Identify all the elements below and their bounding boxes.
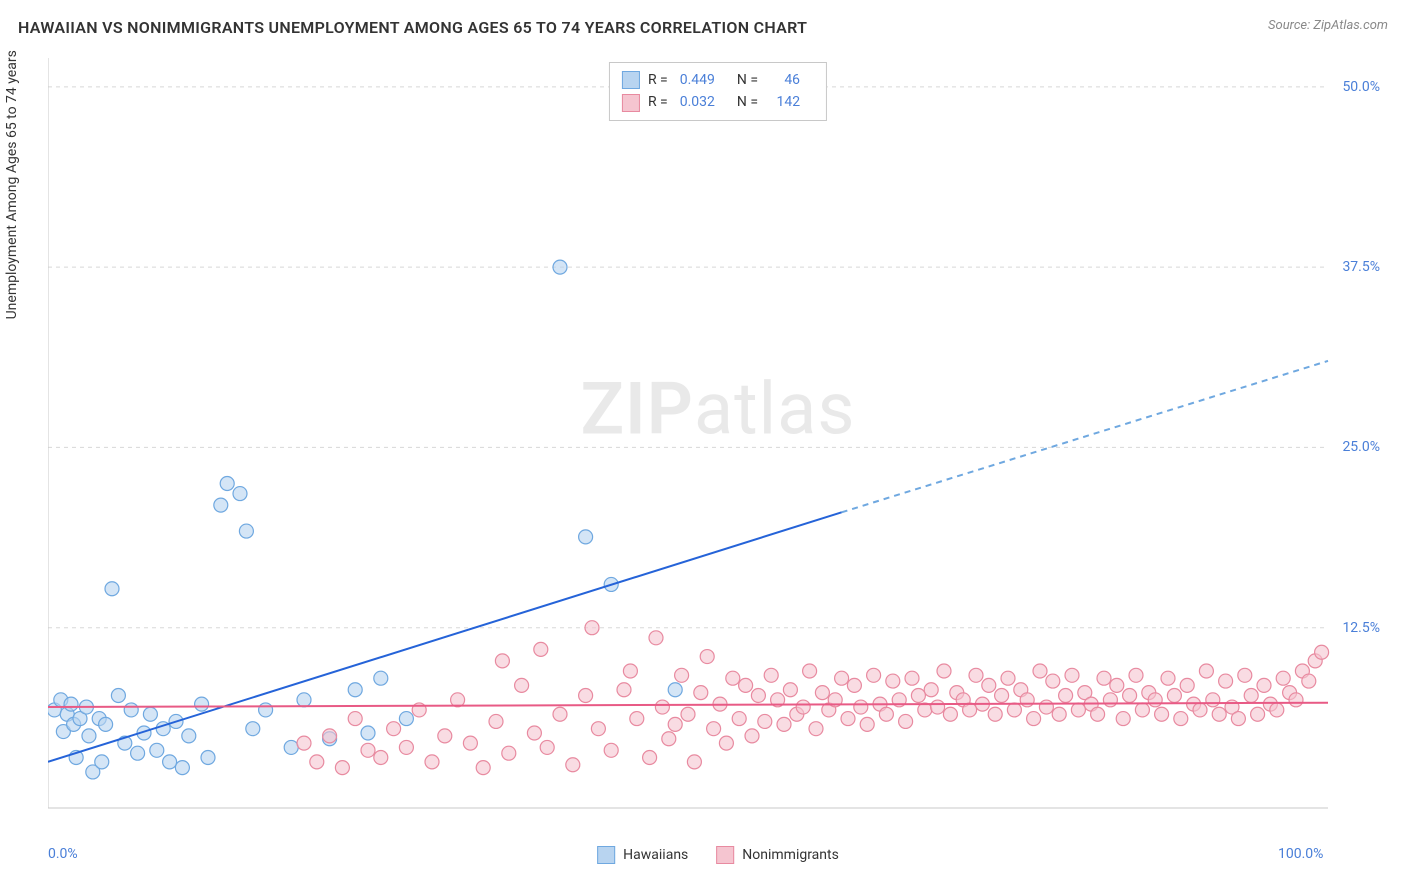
legend-n-label: N = xyxy=(737,69,758,91)
legend-swatch xyxy=(597,846,615,864)
y-tick-label: 37.5% xyxy=(1342,259,1380,275)
legend-r-value: 0.032 xyxy=(680,91,715,113)
legend-n-value: 46 xyxy=(770,69,800,91)
legend-n-value: 142 xyxy=(770,91,800,113)
legend-item: Nonimmigrants xyxy=(716,846,839,864)
legend-r-value: 0.449 xyxy=(680,69,715,91)
chart-title: HAWAIIAN VS NONIMMIGRANTS UNEMPLOYMENT A… xyxy=(18,18,807,37)
legend-r-label: R = xyxy=(648,69,668,91)
x-tick-label: 0.0% xyxy=(48,846,78,862)
correlation-legend: R = 0.449 N = 46 R = 0.032 N = 142 xyxy=(609,62,827,121)
y-tick-label: 50.0% xyxy=(1342,79,1380,95)
chart-area: ZIPatlas R =0.449 N =46 R =0.032 N =142 … xyxy=(48,58,1388,838)
legend-swatch xyxy=(716,846,734,864)
legend-row: R = 0.032 N = 142 xyxy=(622,91,814,113)
legend-r-label: R = xyxy=(648,91,668,113)
series-legend: Hawaiians Nonimmigrants xyxy=(597,846,839,864)
scatter-plot xyxy=(48,58,1388,838)
legend-item: Hawaiians xyxy=(597,846,688,864)
y-axis-label: Unemployment Among Ages 65 to 74 years xyxy=(4,50,20,319)
legend-n-label: N = xyxy=(737,91,758,113)
legend-swatch xyxy=(622,71,640,89)
legend-label: Nonimmigrants xyxy=(742,847,839,863)
y-tick-label: 12.5% xyxy=(1342,620,1380,636)
legend-label: Hawaiians xyxy=(623,847,688,863)
legend-swatch xyxy=(622,94,640,112)
legend-row: R = 0.449 N = 46 xyxy=(622,69,814,91)
x-tick-label: 100.0% xyxy=(1278,846,1323,862)
source-label: Source: ZipAtlas.com xyxy=(1268,18,1388,33)
y-tick-label: 25.0% xyxy=(1342,439,1380,455)
